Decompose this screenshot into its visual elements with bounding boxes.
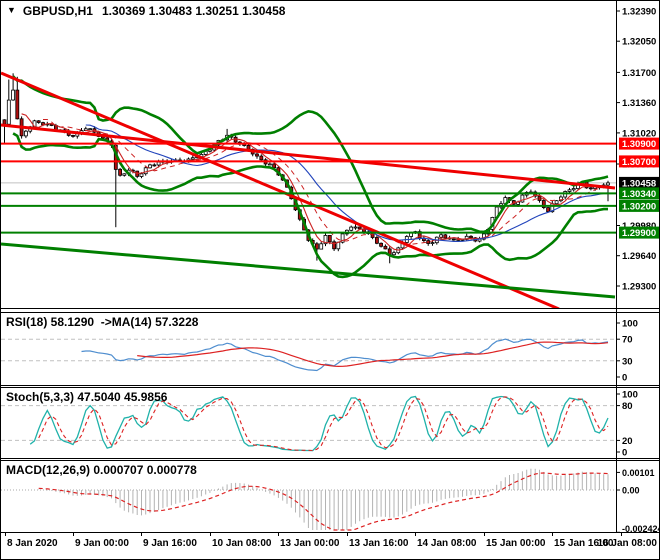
time-tick-mark — [278, 532, 279, 536]
rsi-tick-label: 70 — [622, 335, 633, 346]
price-tick-label: 1.29300 — [622, 282, 656, 293]
time-tick-mark — [73, 532, 74, 536]
price-badge-label: 1.30700 — [622, 157, 656, 168]
price-badge-label: 1.30340 — [622, 189, 656, 200]
time-tick-mark — [210, 532, 211, 536]
main-chart-panel: 1.323901.320501.317001.313601.310201.306… — [1, 1, 659, 309]
price-badge-label: 1.30200 — [622, 201, 656, 212]
macd-histogram — [38, 468, 609, 530]
stoch-tick-label: 100 — [622, 390, 638, 401]
title-ohlc-values: 1.30369 1.30483 1.30251 1.30458 — [101, 4, 286, 18]
price-tick-label: 1.31360 — [622, 98, 656, 109]
price-tick-label: 1.32390 — [622, 7, 656, 18]
price-badge-label: 1.30458 — [622, 178, 656, 189]
trendline[interactable] — [1, 242, 616, 299]
price-badge — [619, 137, 659, 150]
time-tick-mark — [552, 532, 553, 536]
macd-label: MACD(12,26,9) 0.000707 0.000778 — [6, 463, 197, 477]
stochastic-label: Stoch(5,3,3) 47.5040 45.9856 — [6, 390, 168, 404]
candles-layer — [2, 73, 610, 264]
rsi-tick-label: 100 — [622, 319, 638, 330]
time-tick-label: 8 Jan 2020 — [7, 538, 58, 549]
stoch-tick-label: 0 — [622, 448, 627, 459]
price-tick-label: 1.32050 — [622, 37, 656, 48]
rsi-tick-label: 0 — [622, 373, 627, 384]
time-tick-label: 10 Jan 08:00 — [212, 538, 272, 549]
symbol-dropdown-icon[interactable]: ▼ — [7, 5, 16, 15]
bollinger-lower-band — [12, 132, 608, 279]
price-badge — [619, 187, 659, 200]
rsi-canvas[interactable]: 100 70 30 0 — [1, 313, 659, 385]
time-tick-label: 9 Jan 00:00 — [75, 538, 129, 549]
rsi-tick-label: 30 — [622, 356, 633, 367]
price-badge-label: 1.30900 — [622, 139, 656, 150]
rsi-label: RSI(18) 58.1290 ->MA(14) 57.3228 — [6, 315, 199, 329]
time-tick-label: 15 Jan 00:00 — [486, 538, 546, 549]
price-badge — [619, 155, 659, 168]
macd-tick-label: 0.00 — [622, 486, 640, 496]
price-axis-separator — [616, 1, 617, 532]
stoch-tick-label: 80 — [622, 401, 633, 412]
time-tick-mark — [5, 532, 6, 536]
time-tick-label: 13 Jan 00:00 — [280, 538, 340, 549]
price-tick-label: 1.31700 — [622, 68, 656, 79]
stoch-k-line — [29, 395, 609, 452]
time-tick-mark — [621, 532, 622, 536]
stoch-d-line — [38, 396, 609, 452]
macd-canvas[interactable]: 0.00101 0.00 -0.002424 — [1, 461, 659, 532]
time-tick-label: 16 Jan 08:00 — [597, 538, 658, 549]
time-tick-label: 15 Jan 16:00 — [554, 538, 614, 549]
time-tick-label: 14 Jan 08:00 — [417, 538, 477, 549]
time-tick-mark — [415, 532, 416, 536]
macd-signal-line — [38, 472, 609, 531]
trendline[interactable] — [1, 71, 560, 308]
price-tick-label: 1.29980 — [622, 221, 656, 232]
chart-title: ▼ GBPUSD,H1 1.30369 1.30483 1.30251 1.30… — [7, 4, 285, 18]
price-badge-label: 1.29900 — [622, 228, 656, 239]
main-chart-canvas[interactable]: 1.323901.320501.317001.313601.310201.306… — [1, 1, 659, 308]
ma-slow-line — [85, 124, 609, 243]
time-tick-label: 9 Jan 16:00 — [143, 538, 197, 549]
price-tick-label: 1.29640 — [622, 251, 656, 262]
bollinger-upper-band — [12, 75, 609, 234]
ma-dashed-line — [43, 119, 609, 245]
macd-panel: 0.00101 0.00 -0.002424 MACD(12,26,9) 0.000… — [1, 460, 659, 533]
price-badge — [619, 199, 659, 212]
price-tick-label: 1.31020 — [622, 128, 656, 139]
macd-tick-label: 0.00101 — [622, 468, 655, 478]
rsi-ma-line — [137, 341, 609, 368]
trendline[interactable] — [1, 123, 616, 190]
rsi-panel: 100 70 30 0 RSI(18) 58.1290 ->MA(14) 57.322… — [1, 312, 659, 386]
time-tick-mark — [141, 532, 142, 536]
price-badge — [619, 176, 659, 189]
stochastic-panel: 100 80 20 0 Stoch(5,3,3) 47.5040 45.9856 — [1, 387, 659, 459]
macd-tick-label: -0.002424 — [622, 524, 659, 532]
time-axis[interactable]: 8 Jan 2020 9 Jan 00:00 9 Jan 16:00 10 Jan 0… — [1, 532, 659, 559]
symbol-period-label: GBPUSD,H1 — [22, 4, 93, 18]
price-badge — [619, 226, 659, 239]
time-tick-mark — [484, 532, 485, 536]
time-tick-mark — [347, 532, 348, 536]
stoch-tick-label: 20 — [622, 436, 633, 447]
rsi-line — [81, 338, 609, 372]
time-tick-label: 13 Jan 16:00 — [349, 538, 409, 549]
